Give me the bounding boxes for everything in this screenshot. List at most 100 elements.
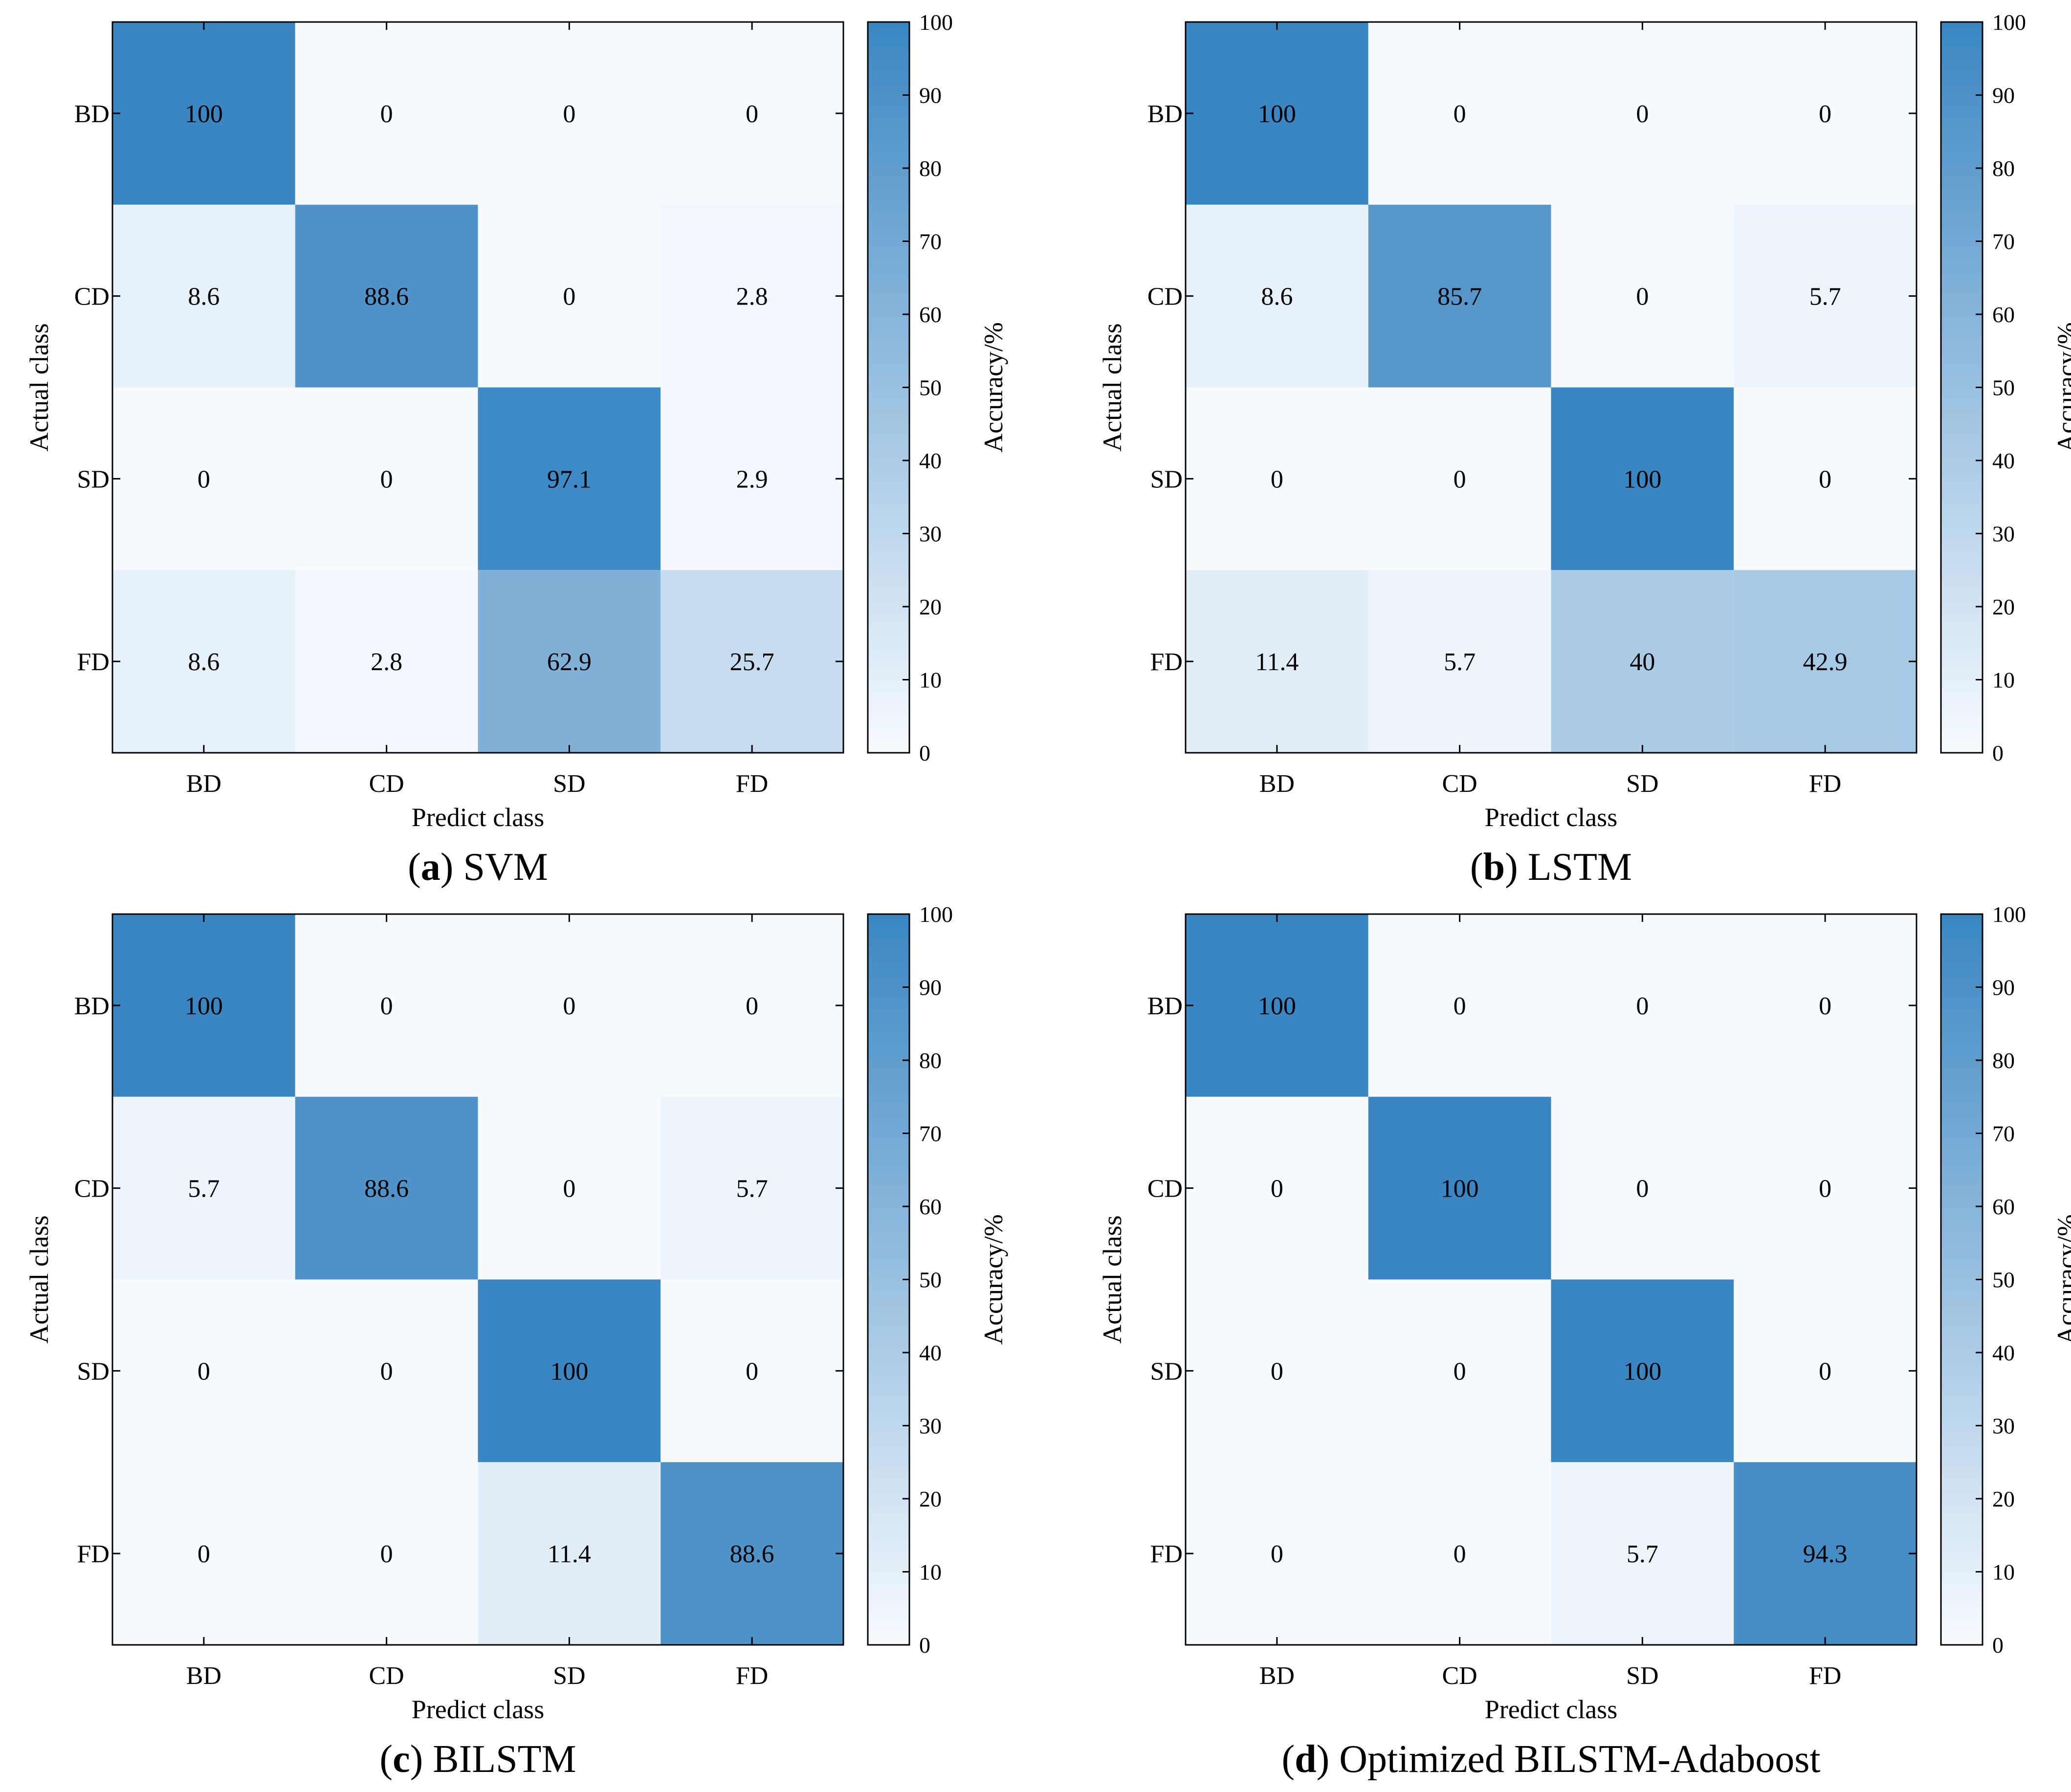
y-tick-label: SD [1150, 1357, 1183, 1385]
heatmap-cell [295, 570, 478, 753]
colorbar-tick-label: 90 [919, 83, 942, 108]
colorbar-label: Accuracy/% [2052, 1214, 2071, 1345]
cell-value-label: 0 [1819, 1175, 1831, 1203]
cell-value-label: 0 [563, 992, 575, 1020]
heatmap-cell [1734, 1279, 1917, 1463]
heatmap-cell [1186, 1462, 1368, 1645]
cell-value-label: 0 [1454, 1357, 1466, 1385]
axes-frame [111, 913, 844, 1646]
x-tick-label: BD [1259, 770, 1295, 798]
y-tick-label: CD [1147, 1175, 1183, 1203]
heatmap-cell [478, 1279, 661, 1463]
cell-value-label: 85.7 [1437, 283, 1482, 311]
y-tick-label: CD [74, 1175, 110, 1203]
panel-caption: (b) LSTM [1470, 846, 1632, 889]
x-axis-label: Predict class [1485, 1695, 1617, 1724]
heatmap-cell [478, 1462, 661, 1645]
heatmap-cell [1551, 570, 1734, 753]
cell-value-label: 0 [1454, 465, 1466, 493]
x-axis-label: Predict class [412, 1695, 544, 1724]
colorbar-tick-label: 20 [1992, 594, 2015, 619]
colorbar-tick-label: 100 [1992, 902, 2026, 927]
heatmap-cell [112, 914, 295, 1097]
y-tick-label: FD [1150, 1540, 1183, 1568]
cell-value-label: 100 [1258, 992, 1296, 1020]
colorbar-tick-label: 70 [919, 1121, 942, 1146]
colorbar-tick-label: 30 [1992, 1414, 2015, 1439]
heatmap-cell [295, 1096, 478, 1280]
y-tick-label: FD [77, 648, 110, 676]
cell-value-label: 5.7 [1444, 648, 1476, 676]
heatmap-cell [1734, 1462, 1917, 1645]
heatmap-cell [1734, 570, 1917, 753]
panel-caption-text: BILSTM [423, 1738, 576, 1781]
x-tick-label: FD [736, 1662, 768, 1690]
cell-value-label: 0 [1454, 100, 1466, 128]
heatmap-cell [295, 1279, 478, 1463]
heatmap-cell [1734, 1096, 1917, 1280]
heatmap-cell [1551, 1279, 1734, 1463]
x-tick-label: CD [1442, 770, 1477, 798]
y-tick-label: FD [77, 1540, 110, 1568]
heatmap-cell [661, 204, 843, 388]
cell-value-label: 0 [746, 992, 758, 1020]
cell-value-label: 8.6 [1261, 283, 1293, 311]
colorbar-tick-label: 10 [1992, 1560, 2015, 1585]
colorbar-tick-label: 20 [1992, 1486, 2015, 1511]
y-tick-label: CD [1147, 283, 1183, 311]
cell-value-label: 0 [1636, 100, 1649, 128]
panel-caption-letter: a [421, 846, 441, 889]
cell-value-label: 100 [1441, 1175, 1479, 1203]
cell-value-label: 2.9 [736, 465, 768, 493]
x-axis-label: Predict class [1485, 803, 1617, 832]
heatmap-cell [1734, 914, 1917, 1097]
colorbar-tick-label: 70 [919, 229, 942, 254]
colorbar-tick-label: 60 [1992, 1194, 2015, 1219]
heatmap-cell [1186, 22, 1368, 205]
colorbar-tick-label: 40 [1992, 1340, 2015, 1365]
heatmap-cell [1551, 914, 1734, 1097]
x-tick-label: FD [1809, 1662, 1841, 1690]
heatmap-cell [1734, 22, 1917, 205]
cell-value-label: 100 [550, 1357, 588, 1385]
colorbar-tick-label: 20 [919, 1486, 942, 1511]
colorbar-tick-label: 70 [1992, 229, 2015, 254]
panel-caption: (d) Optimized BILSTM-Adaboost [1281, 1738, 1820, 1781]
heatmap-cell [1551, 1096, 1734, 1280]
colorbar-tick-label: 90 [1992, 83, 2015, 108]
heatmap-cell [478, 204, 661, 388]
y-tick-label: SD [1150, 465, 1183, 493]
colorbar-label: Accuracy/% [979, 1214, 1008, 1345]
y-tick-label: BD [1147, 992, 1183, 1020]
cell-value-label: 88.6 [364, 1175, 409, 1203]
colorbar-tick-label: 10 [1992, 668, 2015, 693]
colorbar [867, 21, 910, 754]
colorbar-tick-label: 20 [919, 594, 942, 619]
heatmap-cell [1734, 204, 1917, 388]
colorbar-tick-label: 40 [919, 448, 942, 473]
y-tick-label: BD [1147, 100, 1183, 128]
heatmap-cell [295, 387, 478, 570]
colorbar-tick-label: 50 [919, 375, 942, 400]
heatmap-cell [661, 1096, 843, 1280]
cell-value-label: 11.4 [548, 1540, 591, 1568]
heatmap-cell [1186, 914, 1368, 1097]
heatmap-cell [1368, 1279, 1551, 1463]
panel-a: 100 0 0 08.6 88.6 0 2.80 0 97.1 2.98.6 2.8 62.9 25.7… [24, 10, 1008, 889]
colorbar-tick-label: 50 [919, 1268, 942, 1292]
colorbar-tick-label: 80 [1992, 156, 2015, 181]
heatmap-cell [1551, 22, 1734, 205]
cell-value-label: 0 [380, 1540, 393, 1568]
x-tick-label: CD [369, 770, 404, 798]
cell-value-label: 0 [380, 992, 393, 1020]
colorbar-tick-label: 30 [919, 1414, 942, 1439]
heatmap-cell [1551, 204, 1734, 388]
cell-value-label: 0 [1271, 1175, 1283, 1203]
heatmap-cell [1186, 1096, 1368, 1280]
axes-frame [1185, 21, 1917, 754]
panel-caption: (a) SVM [408, 846, 548, 889]
cell-value-label: 0 [1819, 465, 1831, 493]
cell-value-label: 100 [1258, 100, 1296, 128]
cell-value-label: 5.7 [736, 1175, 768, 1203]
panel-c: 100 0 0 05.7 88.6 0 5.70 0 100 00 0 11.4 88.6BDCDSDF… [24, 902, 1008, 1781]
